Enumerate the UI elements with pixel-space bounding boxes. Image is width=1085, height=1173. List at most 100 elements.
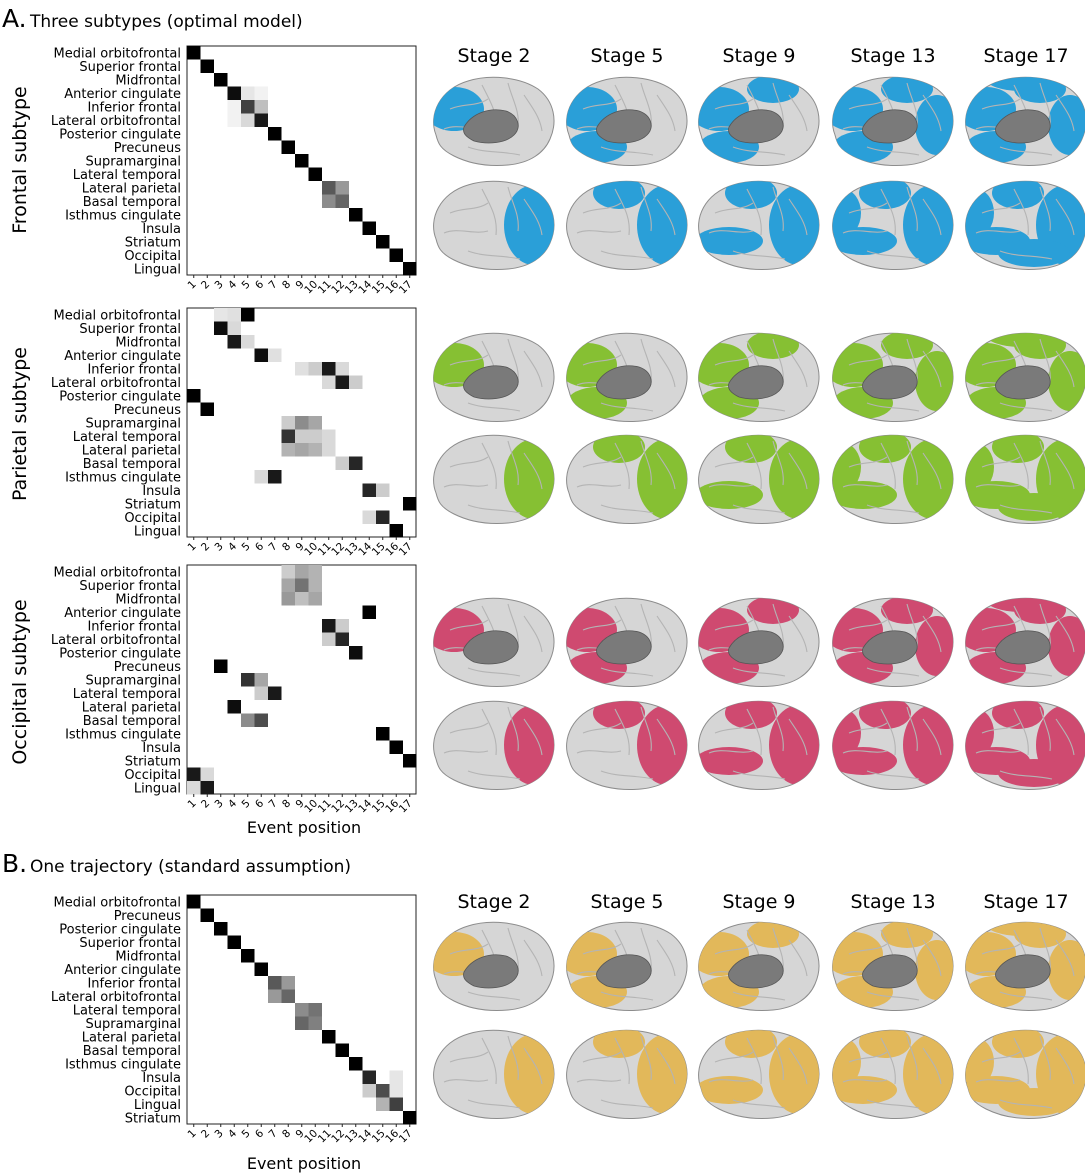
stage-header: Stage 9 (722, 45, 795, 67)
affected-region (593, 435, 645, 463)
sulcus-line (922, 939, 942, 977)
heatmap-cell (349, 1057, 363, 1071)
sulcus-line (640, 706, 652, 752)
sulcus-line (746, 1037, 762, 1085)
brain-medial-view (698, 76, 820, 166)
heatmap-cell (241, 335, 255, 349)
affected-region (504, 1034, 554, 1114)
heatmap-cell (362, 1070, 376, 1084)
sulcus-line (1055, 718, 1075, 756)
heatmap-cell (308, 443, 322, 457)
x-tick-label: 17 (397, 540, 415, 558)
heatmap-cell (200, 767, 214, 781)
brain-medial-view (965, 597, 1085, 687)
heatmap-cell (254, 673, 268, 687)
affected-region (504, 439, 554, 519)
x-tick-label: 4 (226, 1127, 239, 1140)
affected-region (637, 705, 687, 785)
row-label: Basal temporal (83, 457, 181, 472)
sulcus-line (443, 484, 489, 488)
sulcus-line (656, 939, 676, 977)
sulcus-line (842, 750, 888, 754)
heatmap-cell (227, 321, 241, 335)
sulcus-line (467, 250, 521, 260)
section-a-letter: A. (2, 4, 27, 33)
heatmap-cell (389, 1070, 403, 1084)
sulcus-line (467, 1099, 521, 1109)
sulcus-line (600, 770, 654, 780)
x-tick-label: 5 (239, 540, 252, 553)
sulcus-line (708, 484, 754, 488)
brain-lateral-view (965, 700, 1085, 790)
row-label: Lateral temporal (73, 687, 181, 702)
sulcus-line (656, 452, 676, 490)
affected-region (986, 77, 1058, 91)
brain-medial-view (832, 332, 954, 422)
sulcus-line (523, 198, 543, 236)
affected-region (903, 705, 953, 785)
affected-region (915, 95, 953, 155)
heatmap-cell (389, 740, 403, 754)
sulcus-line (788, 615, 808, 653)
row-label: Occipital (124, 768, 181, 783)
sulcus-line (481, 1037, 497, 1085)
row-label: Lateral orbitofrontal (51, 633, 181, 648)
sulcus-line (999, 667, 1053, 677)
x-tick-label: 8 (280, 1127, 293, 1140)
row-label: Occipital (124, 511, 181, 526)
sulcus-line (582, 354, 622, 366)
heatmap-cell (254, 86, 268, 100)
sulcus-line (523, 615, 543, 653)
sulcus-line (999, 504, 1053, 514)
heatmap-cell (254, 686, 268, 700)
row-label: Superior frontal (79, 936, 181, 951)
x-tick-label: 3 (212, 1127, 225, 1140)
sulcus-line (467, 667, 521, 677)
brain-lateral-view (832, 434, 954, 524)
sulcus-line (600, 1099, 654, 1109)
sulcus-line (922, 452, 942, 490)
brain-medial-view (698, 332, 820, 422)
heatmap-cell (362, 1084, 376, 1098)
sulcus-line (848, 619, 888, 631)
heatmap-cell (254, 962, 268, 976)
sulcus-line (732, 402, 786, 412)
sulcus-line (582, 619, 622, 631)
row-label: Striatum (125, 754, 181, 769)
subcortical-core (596, 954, 652, 989)
x-tick-label: 3 (212, 797, 225, 810)
x-tick-label: 5 (239, 278, 252, 291)
brain-lateral-view (433, 1029, 555, 1119)
heatmap-cell (308, 578, 322, 592)
row-label: Lateral orbitofrontal (51, 376, 181, 391)
subcortical-core (463, 954, 519, 989)
sulcus-line (714, 943, 754, 955)
sulcus-line (922, 350, 942, 388)
heatmap-cell (227, 86, 241, 100)
subcortical-core (463, 109, 519, 144)
sulcus-line (467, 991, 521, 1001)
affected-region (769, 705, 819, 785)
sulcus-line (614, 1037, 630, 1085)
heatmap-cell (322, 443, 336, 457)
sulcus-line (714, 202, 754, 214)
row-label: Medial orbitofrontal (53, 565, 181, 580)
x-tick-label: 5 (239, 1127, 252, 1140)
sulcus-line (732, 667, 786, 677)
heatmap-cell (376, 1097, 390, 1111)
x-tick-label: 6 (253, 797, 266, 810)
sulcus-line (999, 991, 1053, 1001)
heatmap-cell (322, 375, 336, 389)
affected-region (725, 181, 777, 209)
sulcus-line (772, 1035, 784, 1081)
heatmap-cell (281, 416, 295, 430)
sulcus-line (449, 202, 489, 214)
sulcus-line (582, 456, 622, 468)
sulcus-line (1055, 452, 1075, 490)
heatmap-cell (403, 262, 417, 276)
sulcus-line (788, 939, 808, 977)
brain-medial-view (832, 76, 954, 166)
heatmap-cell (187, 46, 201, 60)
